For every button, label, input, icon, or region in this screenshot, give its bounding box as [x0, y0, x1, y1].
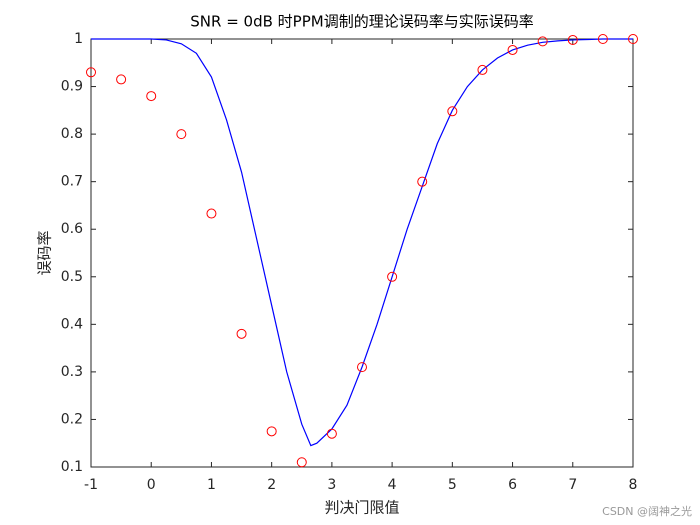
data-point [537, 36, 548, 47]
y-tick-label: 1 [74, 31, 83, 47]
theory-line [91, 38, 633, 447]
x-tick-label: 1 [207, 477, 216, 493]
x-tick-label: 7 [568, 477, 577, 493]
y-axis-label: 误码率 [36, 230, 54, 275]
x-tick-label: 8 [629, 477, 638, 493]
y-tick-label: 0.6 [61, 221, 83, 237]
data-point [507, 44, 518, 55]
x-tick-label: 2 [267, 477, 276, 493]
watermark: CSDN @阔神之光 [602, 504, 692, 518]
y-tick-label: 0.5 [61, 269, 83, 285]
x-tick-label: 4 [388, 477, 397, 493]
x-tick-label: 3 [327, 477, 336, 493]
data-point [597, 34, 608, 44]
y-tick-label: 0.1 [61, 459, 83, 475]
y-tick-label: 0.8 [61, 126, 83, 142]
data-point [296, 457, 307, 468]
chart-title: SNR = 0dB 时PPM调制的理论误码率与实际误码率 [190, 13, 533, 31]
y-tick-label: 0.9 [61, 79, 83, 95]
data-point [116, 74, 127, 85]
x-tick-label: 0 [147, 477, 156, 493]
y-tick-label: 0.3 [61, 364, 83, 380]
x-tick-label: 6 [508, 477, 517, 493]
data-point [417, 176, 428, 187]
data-point [206, 208, 217, 219]
plot-area [90, 38, 634, 468]
data-point [357, 362, 367, 373]
data-point [628, 34, 638, 44]
data-point [86, 67, 96, 78]
y-tick-label: 0.2 [61, 411, 83, 427]
data-point [326, 428, 337, 439]
y-tick-label: 0.7 [61, 174, 83, 190]
x-tick-label: 5 [448, 477, 457, 493]
x-axis-label: 判决门限值 [324, 499, 399, 517]
data-point [266, 426, 277, 437]
data-point [567, 34, 578, 45]
data-point [447, 106, 458, 117]
data-point [176, 129, 187, 140]
data-point [387, 271, 398, 282]
x-tick-label: -1 [84, 477, 98, 493]
y-tick-label: 0.4 [61, 316, 83, 332]
data-point [477, 64, 488, 75]
data-point [236, 328, 247, 339]
data-point [146, 91, 157, 102]
